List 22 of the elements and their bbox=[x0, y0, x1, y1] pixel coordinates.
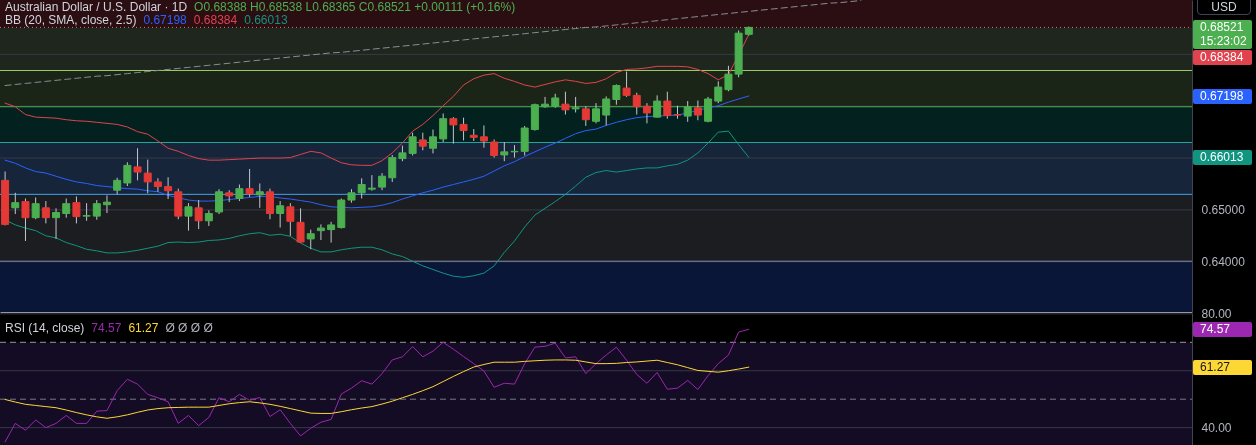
annotation: 0.66013 bbox=[244, 13, 288, 27]
chart-title: Australian Dollar / U.S. Dollar · 1D bbox=[5, 0, 188, 14]
text: 15:23:02 bbox=[1200, 34, 1248, 49]
text: 0.68521 bbox=[1200, 20, 1245, 35]
text: 61.27 bbox=[1200, 360, 1232, 375]
annotation: 0.67198 bbox=[143, 13, 187, 27]
y-tick-label: 0.64000 bbox=[1201, 255, 1246, 270]
annotation: 0.68384 bbox=[193, 13, 238, 27]
text: 74.57 bbox=[1200, 322, 1232, 337]
text: RSI (14, close) bbox=[5, 321, 85, 335]
annotation: Ø Ø Ø Ø bbox=[165, 321, 213, 335]
annotation: BB (20, SMA, close, 2.5) bbox=[5, 13, 137, 27]
y-tick-label: 80.00 bbox=[1201, 307, 1232, 322]
y-tick-label: 40.00 bbox=[1201, 421, 1232, 436]
annotation: 61.27 bbox=[128, 321, 159, 335]
text: 0.67198 bbox=[1200, 88, 1245, 103]
chart-subtitle: O0.68388 H0.68538 L0.68365 C0.68521 +0.00111 (+0.16%) bbox=[194, 0, 516, 14]
y-tick-label: 0.65000 bbox=[1201, 203, 1246, 218]
text: 0.66013 bbox=[1200, 150, 1245, 165]
annotation: 74.57 bbox=[91, 321, 122, 335]
text: USD bbox=[1197, 0, 1251, 15]
text: 0.68384 bbox=[1200, 50, 1245, 65]
